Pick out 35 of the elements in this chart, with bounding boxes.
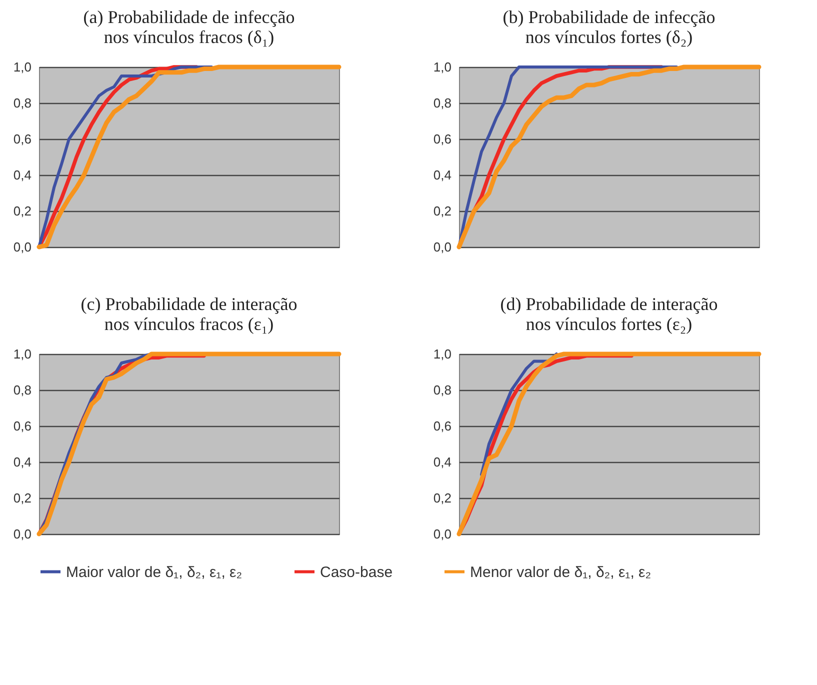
- y-tick-label: 0,4: [13, 454, 32, 470]
- y-tick-label: 0,0: [13, 240, 32, 254]
- y-tick-label: 1,0: [13, 346, 32, 362]
- y-tick-label: 0,6: [13, 132, 32, 146]
- y-tick-label: 0,8: [433, 96, 452, 110]
- y-tick-label: 0,8: [433, 382, 452, 398]
- legend-label: Maior valor de δ₁, δ₂, ε₁, ε₂: [66, 564, 242, 581]
- chart-title: (c) Probabilidade de interação nos vínculos fracos (ε₁): [80, 294, 298, 334]
- y-tick-label: 0,4: [433, 454, 452, 470]
- y-tick-label: 0,6: [13, 418, 32, 434]
- y-tick-label: 0,6: [433, 418, 452, 434]
- y-tick-label: 0,4: [13, 168, 32, 182]
- y-tick-label: 0,2: [433, 204, 452, 218]
- y-tick-label: 1,0: [13, 60, 32, 74]
- chart-title: (b) Probabilidade de infecção nos vínculos fortes (δ₂): [502, 7, 716, 47]
- y-tick-label: 0,2: [13, 204, 32, 218]
- chart-title: (d) Probabilidade de interação nos vínculos fortes (ε₂): [500, 294, 718, 334]
- line-series: [456, 352, 762, 536]
- y-tick-label: 0,6: [433, 132, 452, 146]
- y-tick-label: 0,2: [433, 490, 452, 506]
- y-tick-label: 1,0: [433, 60, 452, 74]
- y-tick-label: 0,0: [433, 240, 452, 254]
- y-tick-label: 0,8: [13, 382, 32, 398]
- line-series: [456, 64, 762, 250]
- y-tick-label: 1,0: [433, 346, 452, 362]
- legend-label: Menor valor de δ₁, δ₂, ε₁, ε₂: [470, 564, 652, 581]
- y-tick-label: 0,8: [13, 96, 32, 110]
- line-series: [36, 64, 342, 250]
- y-tick-label: 0,2: [13, 490, 32, 506]
- chart-title: (a) Probabilidade de infecção nos vínculos fracos (δ₁): [83, 7, 295, 47]
- legend-label: Caso-base: [320, 564, 393, 581]
- line-series: [36, 352, 342, 536]
- y-tick-label: 0,4: [433, 168, 452, 182]
- y-tick-label: 0,0: [13, 526, 32, 542]
- y-tick-label: 0,0: [433, 526, 452, 542]
